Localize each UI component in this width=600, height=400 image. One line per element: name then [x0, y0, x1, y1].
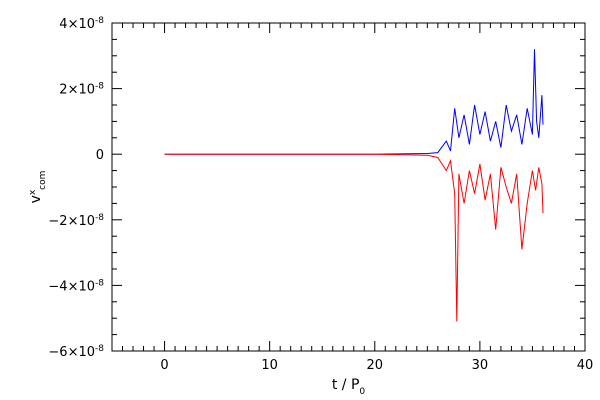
y-axis-label-superscript: x	[28, 189, 38, 195]
y-tick-label: 4×10-8	[59, 16, 104, 32]
y-tick-label: −2×10-8	[48, 213, 104, 229]
x-tick-label: 10	[261, 358, 278, 373]
x-tick-label: 40	[577, 358, 594, 373]
series-group	[164, 49, 544, 322]
x-tick-label: 0	[160, 358, 168, 373]
axes-group: 0 10 20 30 40 4×10-8 2×10-8 0 −2×10-8 −4×10-8 −6×1…	[48, 16, 593, 373]
y-axis-label-subscript: com	[38, 171, 48, 190]
y-tick-label: −6×10-8	[48, 344, 104, 360]
series-line-red	[164, 153, 544, 322]
x-axis-label-main: t / P	[332, 377, 360, 393]
x-tick-label: 30	[472, 358, 489, 373]
x-axis-label-subscript: 0	[359, 387, 365, 397]
y-tick-label: 0	[96, 148, 104, 163]
x-axis-label: t / P0	[332, 377, 366, 397]
y-tick-label: −4×10-8	[48, 278, 104, 294]
y-tick-label: 2×10-8	[59, 82, 104, 98]
y-axis-label: vxcom	[28, 171, 48, 204]
svg-text:vxcom: vxcom	[28, 171, 48, 204]
series-line-blue	[164, 49, 544, 155]
y-axis-label-main: v	[28, 195, 44, 203]
x-tick-label: 20	[367, 358, 384, 373]
